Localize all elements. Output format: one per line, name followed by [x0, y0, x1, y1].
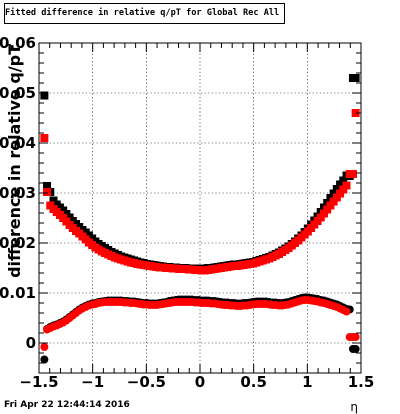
x-tick-label: 0.5 — [240, 373, 267, 391]
data-point — [43, 188, 52, 196]
data-point — [43, 182, 52, 190]
data-point — [351, 333, 360, 341]
data-point — [351, 109, 360, 117]
data-point — [40, 343, 49, 351]
grid-layer — [39, 43, 361, 373]
series-1 — [40, 109, 360, 275]
data-point — [351, 74, 360, 82]
data-point — [342, 307, 351, 316]
label-layer: −1.5 −1 −0.5 0 0.5 1 1.5 0 0.01 0.02 0.03 0.04 0.05 0… — [0, 34, 374, 391]
data-point — [339, 176, 348, 185]
x-tick-label: 1.5 — [348, 373, 375, 391]
x-tick-label: −1.5 — [19, 373, 58, 391]
y-tick-label: 0.05 — [0, 84, 36, 102]
y-tick-label: 0.03 — [0, 184, 36, 202]
plot-frame — [38, 42, 362, 374]
footer-date: Fri Apr 22 12:44:14 2016 — [4, 400, 130, 410]
data-point — [40, 91, 49, 100]
data-point — [351, 345, 360, 353]
data-point — [342, 181, 351, 190]
y-tick-label: 0.01 — [0, 284, 36, 302]
x-tick-label: −0.5 — [127, 373, 166, 391]
y-axis-title: difference in relative q/pT — [5, 44, 24, 278]
x-tick-label: 0 — [195, 373, 205, 391]
data-layer — [40, 74, 360, 364]
x-tick-label: 1 — [302, 373, 312, 391]
data-point — [40, 134, 49, 142]
x-tick-label: −1 — [81, 373, 104, 391]
y-tick-label: 0 — [26, 334, 36, 352]
data-point — [348, 170, 357, 178]
y-tick-label: 0.02 — [0, 234, 36, 252]
y-tick-label: 0.04 — [0, 134, 36, 152]
series-3 — [40, 296, 360, 351]
data-point — [332, 185, 341, 193]
x-axis-title: η — [350, 400, 358, 414]
tick-layer — [38, 42, 362, 374]
data-point — [40, 355, 49, 364]
y-tick-label: 0.06 — [0, 34, 36, 52]
chart-title: Fitted difference in relative q/pT for G… — [4, 3, 285, 24]
